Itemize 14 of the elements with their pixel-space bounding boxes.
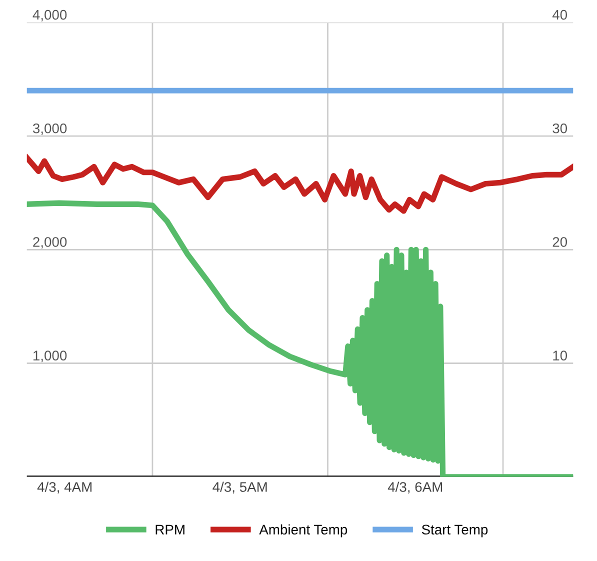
x-tick-label: 4/3, 6AM [388,482,442,494]
y-tick-label: 3,000 [32,123,67,135]
x-tick-label: 4/3, 5AM [212,482,267,494]
legend-label: RPM [156,524,184,534]
legend-label: Start Temp [422,524,488,538]
y-tick-label: 4,000 [32,10,67,22]
legend-label: Ambient Temp [259,524,348,538]
y2-tick-label: 20 [552,237,568,247]
x-tick-label: 4/3, 4AM [37,482,92,494]
y-tick-label: 2,000 [33,237,67,249]
y-tick-label: 1,000 [33,350,67,362]
y2-tick-label: 40 [552,10,568,20]
y2-tick-label: 30 [552,123,568,134]
y2-tick-label: 10 [553,350,568,360]
